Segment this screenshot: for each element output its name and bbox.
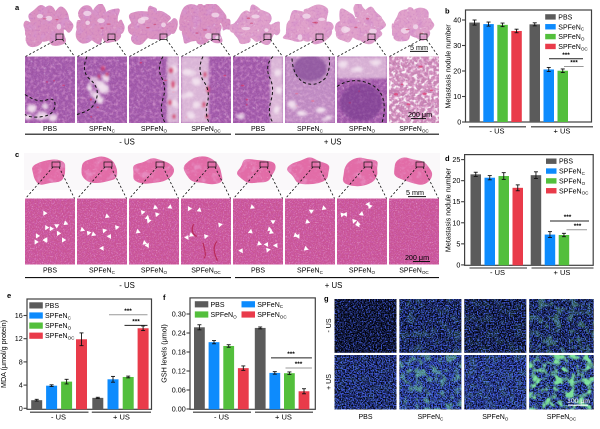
svg-text:SPFeNO: SPFeNO [349, 268, 376, 275]
svg-text:+ US: + US [325, 281, 343, 290]
svg-text:15: 15 [452, 197, 460, 206]
svg-text:+ US: + US [326, 374, 333, 390]
svg-text:4: 4 [19, 381, 23, 390]
svg-text:***: *** [124, 308, 132, 315]
svg-text:5: 5 [456, 239, 460, 248]
svg-text:0: 0 [456, 260, 460, 269]
svg-text:c: c [15, 150, 19, 159]
svg-text:30: 30 [453, 41, 461, 50]
svg-text:10: 10 [453, 92, 461, 101]
svg-text:- US: - US [119, 281, 135, 290]
svg-text:SPFeNC: SPFeNC [89, 268, 116, 275]
svg-text:SPFeNOC: SPFeNOC [399, 126, 429, 133]
svg-text:0: 0 [457, 118, 461, 127]
svg-text:SPFeNOC: SPFeNOC [547, 414, 577, 421]
svg-text:SPFeNOC: SPFeNOC [45, 333, 75, 340]
svg-text:SPFeNC: SPFeNC [89, 126, 116, 133]
svg-text:+ US: + US [554, 268, 571, 277]
svg-text:0.06: 0.06 [172, 385, 186, 394]
svg-text:SPFeNO: SPFeNO [141, 126, 168, 133]
svg-text:***: *** [574, 223, 582, 230]
svg-text:SPFeNO: SPFeNO [141, 268, 168, 275]
svg-text:SPFeNC: SPFeNC [257, 302, 284, 309]
svg-text:SPFeNOC: SPFeNOC [558, 44, 588, 51]
svg-text:- US: - US [490, 268, 505, 277]
svg-text:e: e [7, 291, 11, 300]
svg-text:***: *** [295, 361, 303, 368]
svg-text:SPFeNOC: SPFeNOC [191, 126, 221, 133]
svg-text:8: 8 [19, 357, 23, 366]
svg-text:***: *** [132, 319, 140, 326]
svg-text:SPFeNO: SPFeNO [211, 312, 238, 319]
svg-text:0.18: 0.18 [172, 347, 186, 356]
svg-text:- US: - US [214, 413, 229, 422]
svg-text:g: g [324, 294, 329, 303]
svg-text:SPFeNO: SPFeNO [45, 323, 72, 330]
svg-text:5 mm: 5 mm [410, 43, 428, 52]
svg-text:SPFeNC: SPFeNC [417, 414, 444, 421]
svg-text:SPFeNO: SPFeNO [349, 126, 376, 133]
svg-text:16: 16 [15, 311, 23, 320]
svg-text:0.30: 0.30 [172, 309, 186, 318]
svg-text:PBS: PBS [251, 126, 265, 133]
svg-text:20: 20 [453, 67, 461, 76]
svg-text:PBS: PBS [45, 303, 59, 310]
svg-text:SPFeNOC: SPFeNOC [191, 268, 221, 275]
svg-text:***: *** [287, 351, 295, 358]
svg-text:b: b [445, 7, 450, 16]
svg-text:200 μm: 200 μm [408, 110, 432, 119]
svg-text:SPFeNC: SPFeNC [297, 268, 324, 275]
svg-text:- US: - US [490, 127, 505, 136]
svg-text:MDA (μmol/g protein): MDA (μmol/g protein) [0, 320, 8, 388]
svg-text:0.12: 0.12 [172, 366, 186, 375]
svg-text:100 μm: 100 μm [567, 398, 590, 405]
svg-text:GSH levels (μmol): GSH levels (μmol) [160, 324, 169, 382]
svg-text:- US: - US [51, 413, 66, 422]
svg-text:SPFeNC: SPFeNC [559, 169, 586, 176]
svg-text:40: 40 [453, 16, 461, 25]
svg-text:SPFeNOC: SPFeNOC [399, 268, 429, 275]
svg-text:PBS: PBS [251, 268, 265, 275]
svg-text:+ US: + US [324, 137, 342, 146]
svg-text:Metastasis nodule number: Metastasis nodule number [444, 167, 453, 252]
svg-text:d: d [445, 154, 450, 163]
svg-text:SPFeNO: SPFeNO [482, 414, 509, 421]
svg-text:SPFeNO: SPFeNO [559, 178, 586, 185]
svg-text:SPFeNC: SPFeNC [45, 313, 72, 320]
svg-text:- US: - US [326, 318, 333, 332]
svg-text:+ US: + US [275, 413, 292, 422]
svg-text:+ US: + US [554, 127, 571, 136]
svg-text:12: 12 [15, 334, 23, 343]
svg-text:***: *** [562, 52, 570, 59]
svg-text:+ US: + US [113, 413, 130, 422]
svg-text:PBS: PBS [358, 414, 372, 421]
svg-text:SPFeNC: SPFeNC [558, 24, 585, 31]
svg-text:PBS: PBS [558, 14, 572, 21]
svg-text:***: *** [570, 60, 578, 67]
svg-text:PBS: PBS [559, 159, 573, 166]
svg-text:***: *** [564, 214, 572, 221]
svg-text:PBS: PBS [43, 126, 57, 133]
svg-text:SPFeNOC: SPFeNOC [257, 312, 287, 319]
svg-text:PBS: PBS [211, 302, 225, 309]
svg-text:10: 10 [452, 218, 460, 227]
svg-text:SPFeNO: SPFeNO [558, 34, 585, 41]
svg-text:25: 25 [452, 155, 460, 164]
svg-text:Metastasis nodule number: Metastasis nodule number [444, 24, 453, 109]
svg-text:SPFeNOC: SPFeNOC [559, 188, 589, 195]
svg-text:5 mm: 5 mm [406, 188, 424, 197]
svg-text:0.24: 0.24 [172, 328, 186, 337]
svg-text:a: a [15, 3, 20, 12]
svg-text:0.00: 0.00 [172, 405, 186, 414]
svg-text:0: 0 [19, 404, 23, 413]
svg-text:- US: - US [119, 137, 135, 146]
svg-text:20: 20 [452, 176, 460, 185]
svg-text:f: f [163, 293, 166, 302]
svg-text:PBS: PBS [43, 268, 57, 275]
svg-text:200 μm: 200 μm [405, 253, 429, 262]
svg-text:SPFeNC: SPFeNC [297, 126, 324, 133]
